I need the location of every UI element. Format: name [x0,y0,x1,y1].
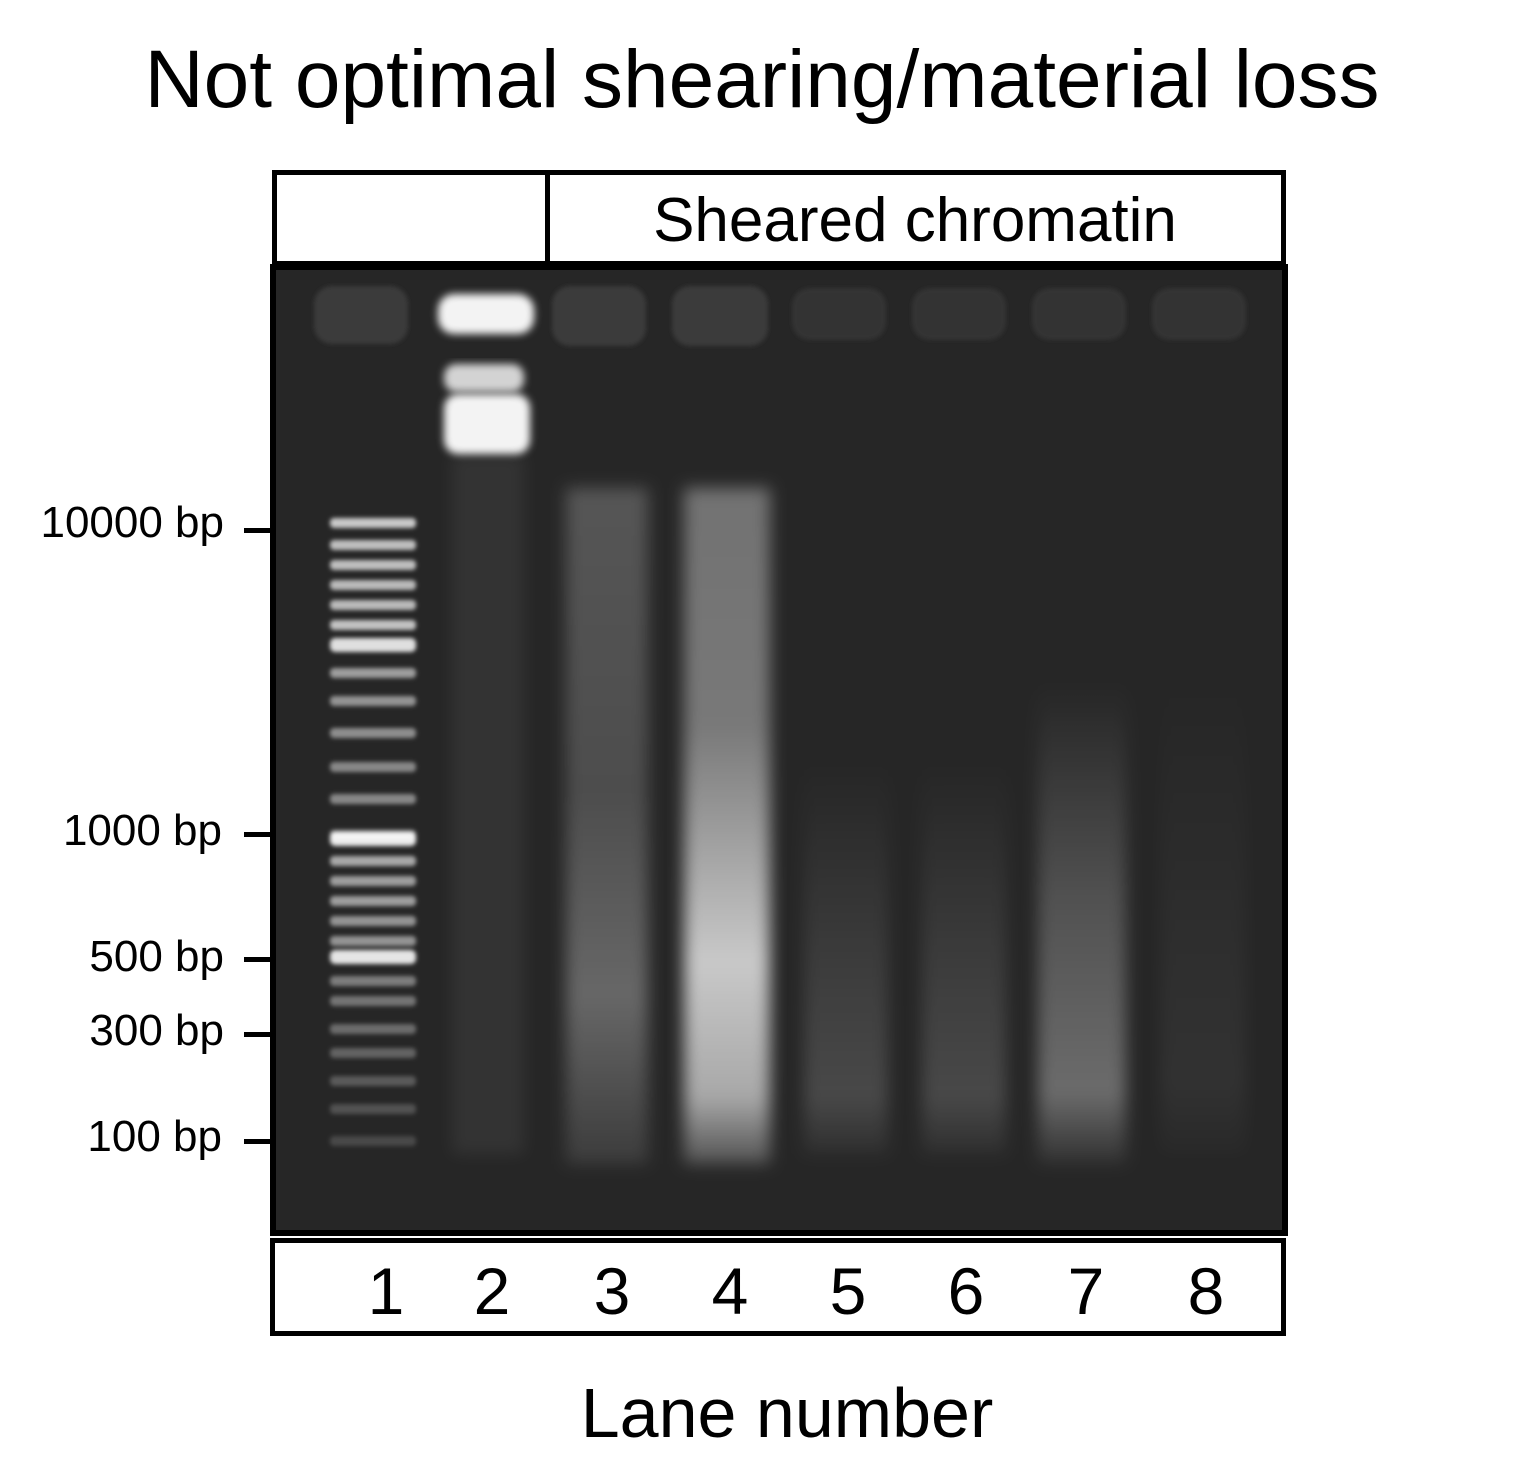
lane-number-5: 5 [829,1254,867,1328]
gel-svg [270,264,1288,1236]
lane-5-smear [804,764,888,1154]
lane-6-smear [922,764,1006,1154]
marker-label-500: 500 bp [89,932,224,981]
marker-label-10000: 10000 bp [40,498,224,547]
marker-label-300: 300 bp [89,1006,224,1055]
marker-tick-300 [244,1032,272,1037]
marker-tick-10000 [244,528,272,533]
lane-number-8: 8 [1187,1254,1225,1328]
figure-title: Not optimal shearing/material loss [144,34,1380,125]
header-divider [545,170,550,266]
lane-number-1: 1 [367,1254,405,1328]
lane-4-smear [684,488,770,1164]
lane-number-4: 4 [711,1254,749,1328]
marker-tick-500 [244,957,272,962]
lane-number-3: 3 [593,1254,631,1328]
lane-number-box [270,1238,1286,1336]
gel-image [270,264,1288,1236]
lane-3-smear [566,488,648,1164]
lane-7-smear [1038,684,1126,1164]
ladder-lane [330,518,416,1146]
marker-label-100: 100 bp [87,1112,222,1161]
header-label: Sheared chromatin [653,186,1177,255]
lane-number-2: 2 [473,1254,511,1328]
header-box [272,170,1286,266]
lane-number-7: 7 [1067,1254,1105,1328]
lane-number-6: 6 [947,1254,985,1328]
lane-8-smear [1160,664,1246,1154]
marker-tick-1000 [244,832,272,837]
marker-label-1000: 1000 bp [62,806,222,855]
x-axis-title: Lane number [580,1374,994,1452]
marker-tick-100 [244,1139,272,1144]
lane-2-genomic [438,294,534,1154]
